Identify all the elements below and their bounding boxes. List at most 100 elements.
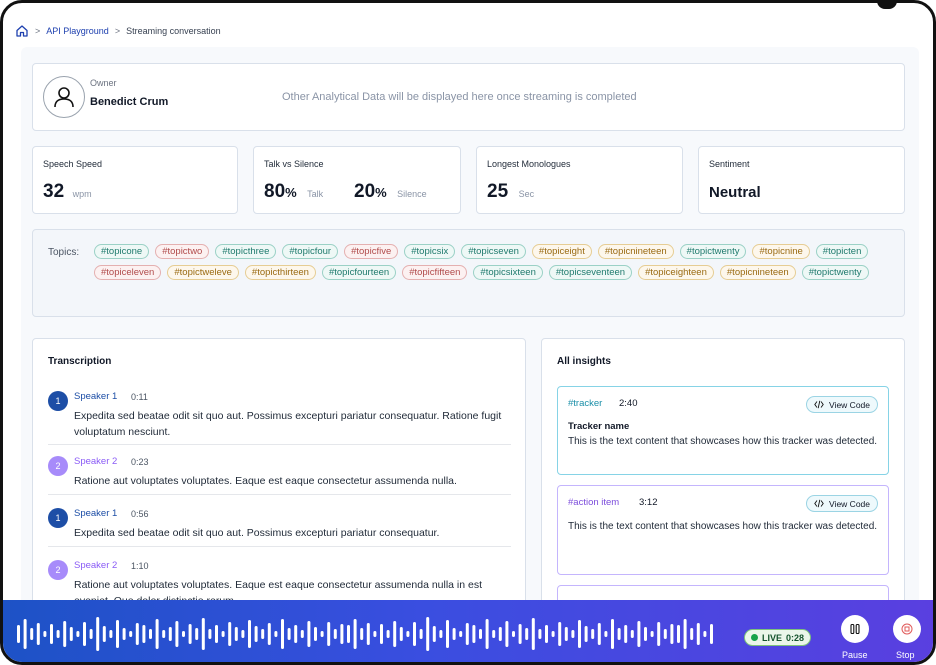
speaker-badge: 1 [48, 391, 68, 411]
topic-tag[interactable]: #topicseven [461, 244, 526, 259]
owner-label: Owner [90, 78, 117, 88]
code-icon [814, 400, 824, 409]
topic-tag[interactable]: #topiceleven [94, 265, 162, 280]
waveform-bar [347, 625, 350, 643]
topic-tag[interactable]: #topicsix [404, 244, 456, 259]
waveform-bar [637, 621, 641, 647]
waveform-bar [149, 629, 152, 639]
owner-name: Benedict Crum [90, 96, 169, 108]
waveform-bar [327, 622, 331, 646]
waveform-bar [307, 621, 311, 647]
topic-tag[interactable]: #topictweleve [167, 265, 239, 280]
waveform-bar [446, 620, 449, 648]
topic-tag[interactable]: #topicnineteen [597, 244, 674, 259]
user-icon [54, 87, 74, 108]
view-code-button[interactable]: View Code [806, 495, 878, 512]
topic-tag[interactable]: #topicone [94, 244, 150, 259]
home-icon[interactable] [15, 24, 29, 38]
waveform-bar [195, 628, 199, 640]
topic-tag[interactable]: #topicnine [752, 244, 810, 259]
waveform-bar [512, 631, 515, 637]
waveform-bar [696, 623, 700, 645]
waveform-bar [300, 630, 304, 638]
waveform-bar [267, 623, 271, 645]
waveform-bar [452, 628, 456, 640]
topic-tag[interactable]: #topicten [815, 244, 869, 259]
waveform-bar [182, 631, 185, 637]
waveform-bar [122, 628, 126, 640]
waveform-bar [624, 625, 628, 643]
waveform-bar [432, 626, 436, 642]
transcript-divider [48, 494, 511, 495]
waveform-bar [76, 631, 80, 637]
speaker-name: Speaker 2 [74, 560, 118, 571]
waveform-bar [413, 622, 416, 646]
topic-tag[interactable]: #topicfifteen [402, 265, 468, 280]
waveform-bar [281, 619, 284, 649]
waveform-bar [393, 621, 397, 647]
speech-speed-card: Speech Speed 32 wpm [32, 146, 238, 214]
pause-label: Pause [842, 650, 868, 660]
speaker-name: Speaker 2 [74, 456, 118, 467]
waveform-bar [380, 624, 383, 644]
talk-percent-sign: % [285, 185, 297, 200]
topic-tag[interactable]: #topicnineteen [719, 265, 796, 280]
utterance-time: 0:11 [131, 392, 148, 402]
waveform-bar [96, 617, 100, 651]
waveform-bar [155, 619, 159, 649]
waveform-bar [129, 631, 133, 637]
longest-monologue-value: 25 [487, 181, 509, 202]
view-code-label: View Code [829, 498, 870, 509]
waveform-bar [109, 630, 113, 638]
waveform-bar [426, 617, 430, 651]
topic-tag[interactable]: #topictwenty [679, 244, 747, 259]
topics-label: Topics: [48, 247, 80, 258]
waveform-bar [261, 629, 265, 639]
waveform-bar [545, 625, 548, 643]
breadcrumb-link-api-playground[interactable]: API Playground [46, 26, 109, 36]
topic-tag[interactable]: #topiceighteen [638, 265, 714, 280]
topic-tag[interactable]: #topicfour [282, 244, 339, 259]
topic-tag[interactable]: #topicseventeen [548, 265, 633, 280]
insight-card: #action item 3:12 View Code This is the … [557, 485, 889, 575]
waveform-bar [208, 629, 212, 639]
longest-monologue-card: Longest Monologues 25 Sec [476, 146, 683, 214]
pause-button[interactable] [841, 615, 869, 643]
speaker-badge: 2 [48, 456, 68, 476]
view-code-button[interactable]: View Code [806, 396, 878, 413]
waveform-bar [505, 621, 509, 647]
waveform-bar [340, 624, 344, 644]
topic-tag[interactable]: #topictwo [155, 244, 210, 259]
waveform-bar [30, 628, 34, 640]
insight-name: Tracker name [568, 421, 630, 432]
waveform-bar [274, 631, 278, 637]
topic-tag[interactable]: #topictwenty [801, 265, 869, 280]
waveform-bar [254, 626, 258, 642]
waveform-bar [498, 627, 502, 641]
waveform-bar [201, 618, 205, 650]
topic-tag[interactable]: #topicthirteen [244, 265, 316, 280]
topic-tag[interactable]: #topicfive [344, 244, 399, 259]
speaker-badge: 2 [48, 560, 68, 580]
silence-label: Silence [397, 189, 427, 199]
waveform-bar [373, 631, 377, 637]
waveform-bar [23, 619, 27, 649]
transcript-divider [48, 444, 511, 445]
topic-tag[interactable]: #topicthree [215, 244, 277, 259]
topic-tag[interactable]: #topiceight [531, 244, 592, 259]
breadcrumb-current: Streaming conversation [126, 26, 221, 36]
stop-button[interactable] [893, 615, 921, 643]
stop-label: Stop [896, 650, 915, 660]
sentiment-value: Neutral [709, 184, 761, 201]
waveform-bar [234, 627, 238, 641]
waveform-bar [650, 631, 654, 637]
waveform-bar [703, 631, 707, 637]
live-label: LIVE [762, 632, 783, 643]
waveform-bar [531, 618, 535, 650]
waveform-bar [630, 630, 634, 638]
insight-text: This is the text content that showcases … [568, 521, 878, 532]
topic-tag[interactable]: #topicsixteen [473, 265, 543, 280]
waveform-bar [215, 625, 218, 643]
waveform-bar [241, 630, 245, 638]
topic-tag[interactable]: #topicfourteen [321, 265, 397, 280]
